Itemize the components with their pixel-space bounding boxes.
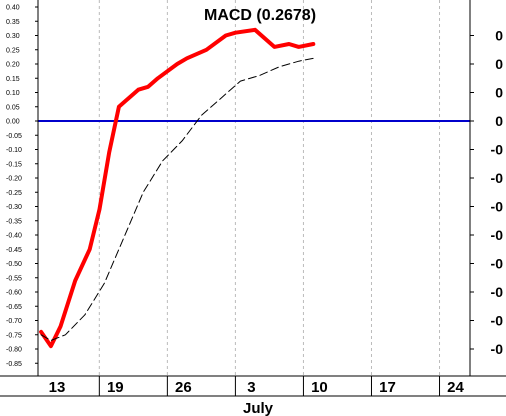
x-tick-label: 26	[175, 379, 192, 396]
y-tick-label: -0.45	[6, 247, 22, 254]
y-tick-label: -0.50	[6, 261, 22, 268]
right-tick-label: -0	[491, 256, 504, 272]
y-tick-label: 0.40	[6, 5, 20, 12]
y-tick-label: -0.65	[6, 304, 22, 311]
y-tick-label: -0.55	[6, 275, 22, 282]
series-layer	[39, 27, 316, 349]
right-tick-label: 0	[495, 28, 503, 44]
right-tick-label: 0	[495, 85, 503, 101]
y-tick-label: -0.70	[6, 318, 22, 325]
vertical-gridlines	[98, 0, 441, 396]
x-tick-label: 13	[49, 379, 66, 396]
y-tick-label: -0.85	[6, 361, 22, 368]
y-tick-label: -0.10	[6, 147, 22, 154]
right-tick-label: -0	[491, 199, 504, 215]
y-tick-label: 0.05	[6, 104, 20, 111]
y-tick-label: 0.25	[6, 47, 20, 54]
y-tick-label: -0.15	[6, 161, 22, 168]
y-tick-label: 0.20	[6, 62, 20, 69]
right-tick-label: -0	[491, 341, 504, 357]
right-tick-label: -0	[491, 227, 504, 243]
y-tick-label: -0.35	[6, 218, 22, 225]
y-tick-label: -0.40	[6, 233, 22, 240]
y-tick-label: -0.30	[6, 204, 22, 211]
month-label: July	[243, 400, 274, 416]
macd-line	[39, 27, 316, 349]
chart-title: MACD (0.2678)	[204, 7, 316, 24]
right-tick-label: 0	[495, 113, 503, 129]
y-tick-label: -0.60	[6, 290, 22, 297]
x-tick-label: 24	[447, 379, 464, 396]
left-tick-labels: 0.40 0.35 0.30 0.25 0.20 0.15 0.10 0.05 0.00 -0.0…	[6, 5, 38, 368]
right-tick-label: -0	[491, 313, 504, 329]
right-tick-label: -0	[491, 142, 504, 158]
x-tick-label: 10	[311, 379, 328, 396]
right-tick-label: 0	[495, 56, 503, 72]
x-tick-label: 17	[379, 379, 396, 396]
y-tick-label: 0.00	[6, 119, 20, 126]
right-tick-label: -0	[491, 170, 504, 186]
y-tick-label: 0.35	[6, 19, 20, 26]
right-tick-labels: 0 0 0 0 -0 -0 -0 -0 -0 -0 -0 -0	[470, 28, 504, 357]
x-tick-label: 3	[247, 379, 255, 396]
x-tick-label: 19	[107, 379, 124, 396]
y-tick-label: -0.05	[6, 133, 22, 140]
y-tick-label: -0.20	[6, 176, 22, 183]
y-tick-label: 0.15	[6, 76, 20, 83]
y-tick-label: -0.75	[6, 332, 22, 339]
y-tick-label: 0.30	[6, 33, 20, 40]
y-tick-label: 0.10	[6, 90, 20, 97]
y-tick-label: -0.80	[6, 347, 22, 354]
x-tick-labels: 13 19 26 3 10 17 24	[49, 379, 465, 396]
y-tick-label: -0.25	[6, 190, 22, 197]
right-tick-label: -0	[491, 284, 504, 300]
signal-line	[40, 57, 314, 341]
